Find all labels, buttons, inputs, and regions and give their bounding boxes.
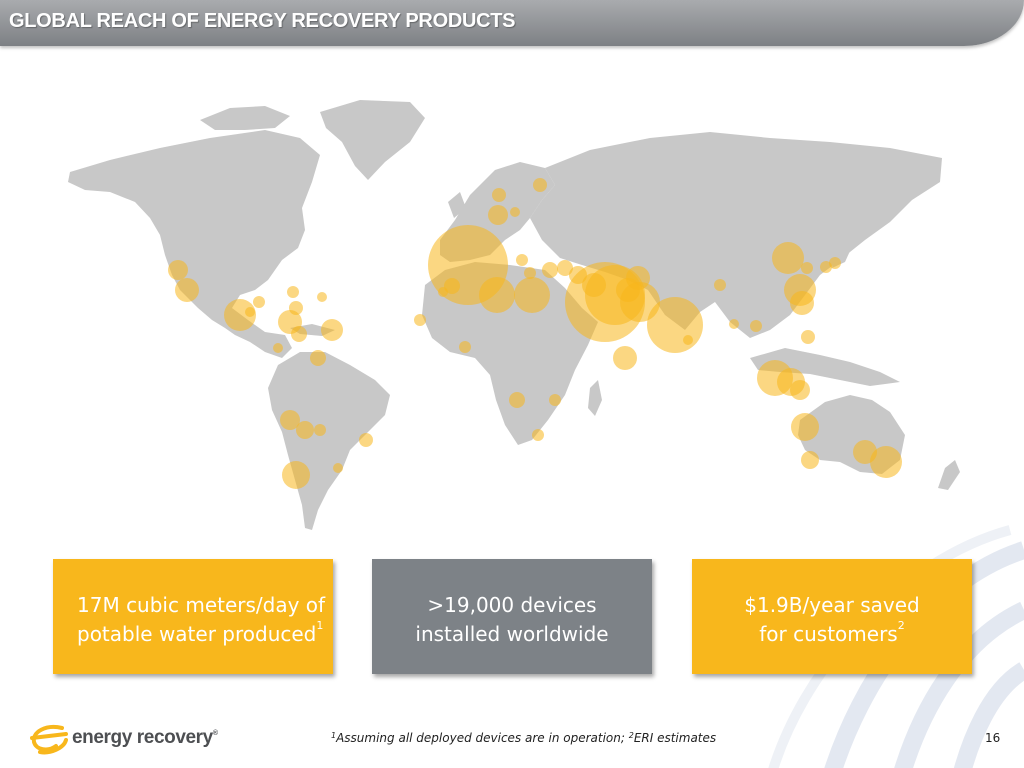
footnote-part1: Assuming all deployed devices are in ope… — [336, 731, 629, 745]
madagascar — [588, 380, 602, 416]
installation-bubble — [791, 413, 819, 441]
stat-savings-line1: $1.9B/year saved — [744, 593, 920, 617]
installation-bubble — [282, 461, 310, 489]
stat-water-line2-wrap: potable water produced1 — [53, 619, 333, 650]
new-zealand — [938, 460, 960, 490]
installation-bubble — [296, 421, 314, 439]
installation-bubble — [533, 178, 547, 192]
installation-bubbles — [168, 178, 902, 489]
stat-water-footnote-ref: 1 — [316, 619, 324, 632]
footnote-sup1: 1 — [331, 731, 337, 740]
installation-bubble — [438, 287, 448, 297]
installation-bubble — [492, 188, 506, 202]
installation-bubble — [870, 446, 902, 478]
stat-devices-line2: installed worldwide — [415, 622, 609, 646]
installation-bubble — [524, 267, 536, 279]
installation-bubble — [790, 380, 810, 400]
installation-bubble — [459, 341, 471, 353]
installation-bubble — [714, 279, 726, 291]
installation-bubble — [333, 463, 343, 473]
installation-bubble — [168, 260, 188, 280]
installation-bubble — [683, 335, 693, 345]
greenland — [320, 100, 425, 180]
logo-wordmark: energy recovery — [72, 727, 213, 748]
footnote-sup2: 2 — [628, 731, 634, 740]
stat-water-produced: 17M cubic meters/day of potable water pr… — [53, 559, 333, 674]
installation-bubble — [175, 278, 199, 302]
continents — [68, 100, 960, 530]
installation-bubble — [557, 260, 573, 276]
stat-savings-footnote-ref: 2 — [897, 619, 905, 632]
installation-bubble — [287, 286, 299, 298]
uk — [448, 192, 466, 218]
installation-bubble — [479, 277, 515, 313]
installation-bubble — [253, 296, 265, 308]
installation-bubble — [516, 254, 528, 266]
footnote: 1Assuming all deployed devices are in op… — [331, 731, 716, 745]
logo-text: energy recovery® — [72, 727, 218, 749]
logo-registered-mark: ® — [212, 730, 218, 737]
stat-customer-savings: $1.9B/year saved for customers2 — [692, 559, 972, 674]
southeast-asia-islands — [750, 348, 900, 386]
installation-bubble — [310, 350, 326, 366]
installation-bubble — [289, 301, 303, 315]
installation-bubble — [750, 320, 762, 332]
installation-bubble — [772, 242, 804, 274]
world-map — [68, 100, 960, 530]
stat-devices-installed: >19,000 devices installed worldwide — [372, 559, 652, 674]
installation-bubble — [414, 314, 426, 326]
page-number: 16 — [985, 731, 1001, 745]
installation-bubble — [647, 297, 703, 353]
installation-bubble — [549, 394, 561, 406]
north-america — [68, 130, 320, 358]
installation-bubble — [514, 277, 550, 313]
installation-bubble — [510, 207, 520, 217]
installation-bubble — [444, 278, 460, 294]
installation-bubble — [613, 346, 637, 370]
installation-bubble — [509, 392, 525, 408]
installation-bubble — [291, 326, 307, 342]
stat-savings-line2: for customers — [759, 622, 898, 646]
installation-bubble — [801, 262, 813, 274]
installation-bubble — [359, 433, 373, 447]
installation-bubble — [488, 205, 508, 225]
title-bar: GLOBAL REACH OF ENERGY RECOVERY PRODUCTS — [0, 0, 1024, 46]
installation-bubble — [820, 261, 832, 273]
stat-savings-line2-wrap: for customers2 — [692, 619, 972, 650]
installation-bubble — [542, 262, 558, 278]
stat-devices-line1: >19,000 devices — [427, 593, 597, 617]
installation-bubble — [321, 319, 343, 341]
installation-bubble — [729, 319, 739, 329]
installation-bubble — [245, 307, 255, 317]
installation-bubble — [280, 410, 300, 430]
installation-bubble — [224, 299, 256, 331]
energy-recovery-logo-icon — [30, 725, 68, 755]
installation-bubble — [273, 343, 283, 353]
asia — [530, 132, 942, 338]
page-title: GLOBAL REACH OF ENERGY RECOVERY PRODUCTS — [9, 10, 516, 32]
stat-water-line1: 17M cubic meters/day of — [77, 593, 326, 617]
installation-bubble — [620, 282, 660, 322]
japan — [832, 218, 855, 268]
installation-bubble — [801, 451, 819, 469]
installation-bubble — [314, 424, 326, 436]
footnote-part2: ERI estimates — [633, 731, 717, 745]
installation-bubble — [317, 292, 327, 302]
installation-bubble — [790, 291, 814, 315]
arctic-islands — [200, 106, 290, 130]
installation-bubble — [829, 257, 841, 269]
installation-bubble — [801, 330, 815, 344]
stat-water-line2: potable water produced — [77, 622, 317, 646]
installation-bubble — [532, 429, 544, 441]
